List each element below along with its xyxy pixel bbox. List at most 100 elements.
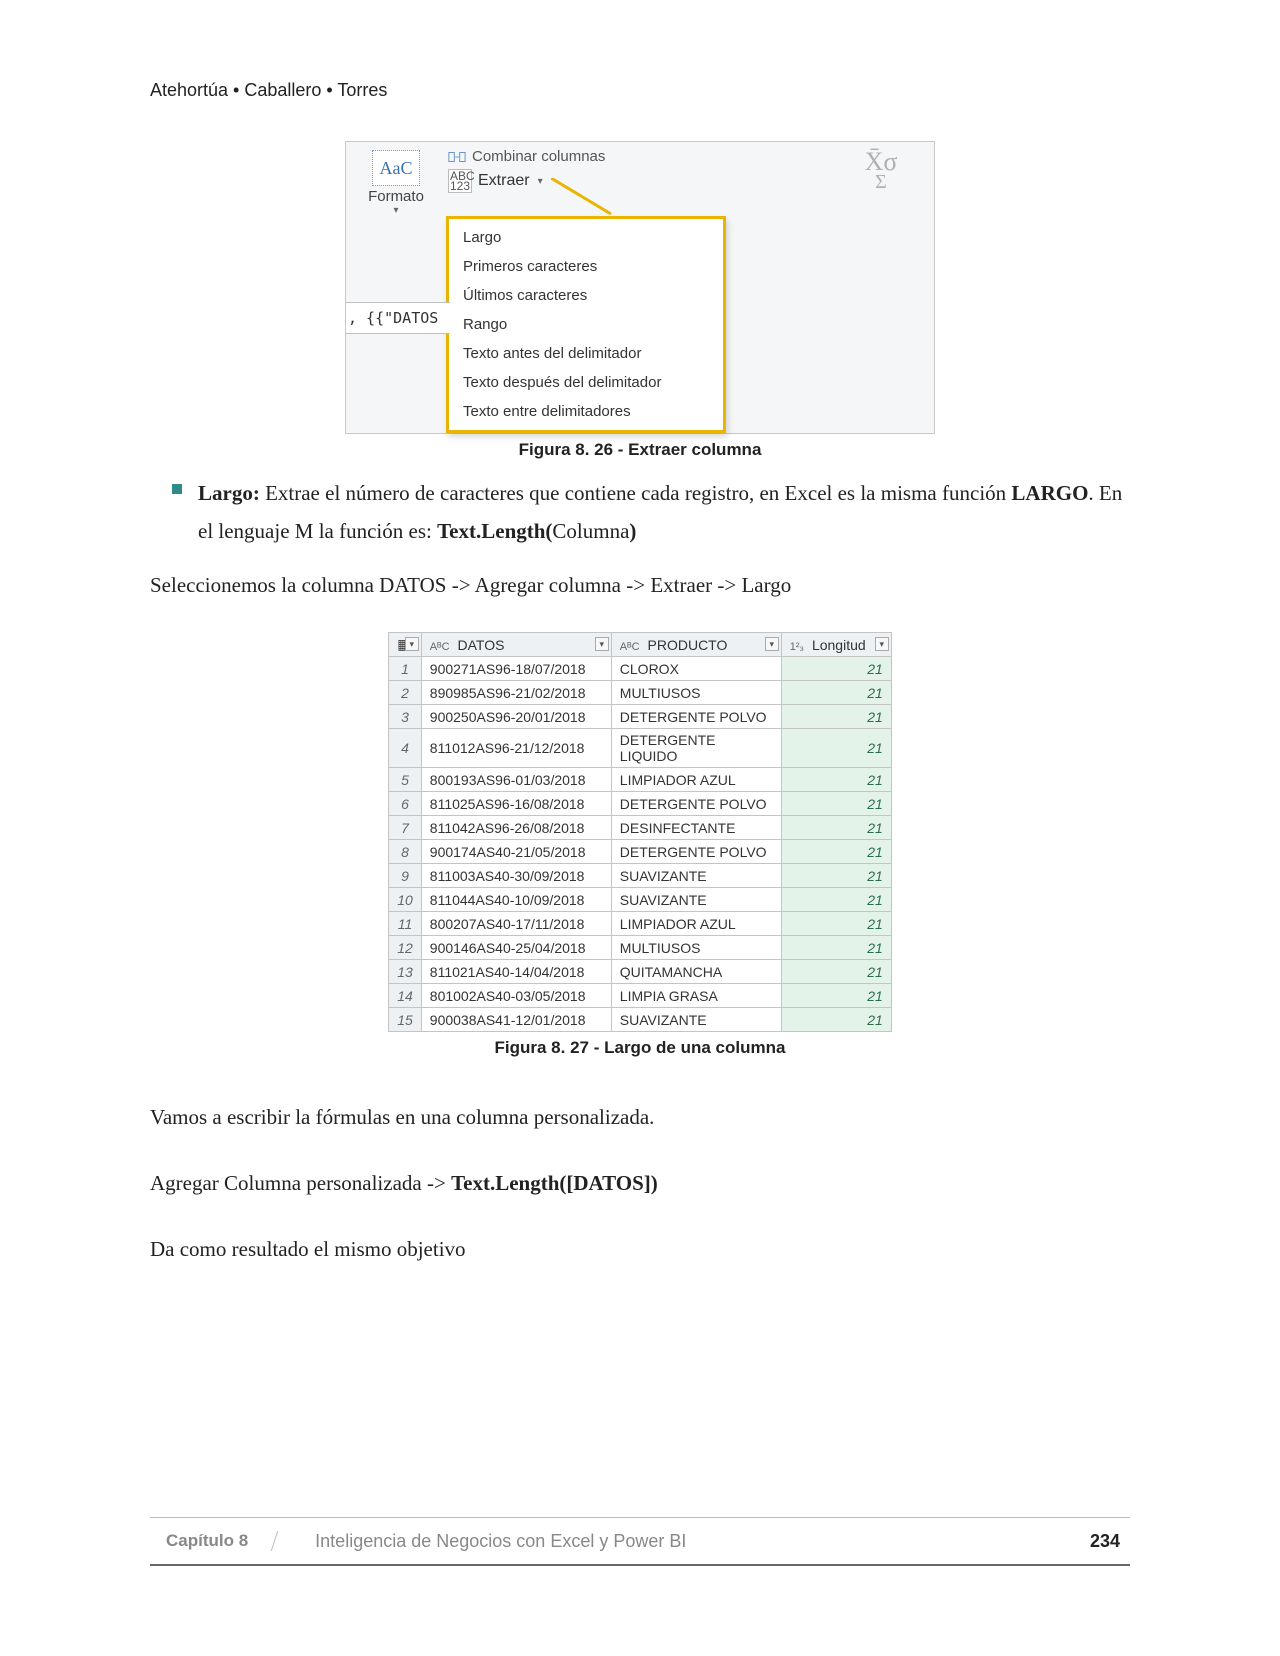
cell-producto: DETERGENTE POLVO [611,840,781,864]
extraer-dropdown-menu: LargoPrimeros caracteresÚltimos caracter… [446,216,726,433]
extraer-menu-item[interactable]: Texto después del delimitador [449,368,723,397]
extraer-menu-item[interactable]: Últimos caracteres [449,281,723,310]
abc123-icon: ABC123 [448,169,472,193]
row-number: 8 [389,840,422,864]
column-header-longitud[interactable]: 1²₃ Longitud ▾ [781,633,891,657]
table-row[interactable]: 2890985AS96-21/02/2018MULTIUSOS21 [389,681,892,705]
table-row[interactable]: 14801002AS40-03/05/2018LIMPIA GRASA21 [389,984,892,1008]
statistics-button[interactable]: X̄σ Σ [836,148,926,192]
cell-producto: SUAVIZANTE [611,864,781,888]
chevron-down-icon: ▾ [393,205,398,216]
extraer-button[interactable]: ABC123 Extraer ▾ [448,169,826,193]
formato-button[interactable]: AaC Formato ▾ [354,148,438,216]
footer-page-number: 234 [1090,1531,1130,1552]
row-number: 1 [389,657,422,681]
cell-datos: 811003AS40-30/09/2018 [421,864,611,888]
chevron-down-icon: ▾ [538,176,543,187]
cell-producto: MULTIUSOS [611,681,781,705]
chevron-down-icon[interactable]: ▾ [875,637,889,651]
cell-datos: 811012AS96-21/12/2018 [421,729,611,768]
table-row[interactable]: 9811003AS40-30/09/2018SUAVIZANTE21 [389,864,892,888]
extraer-menu-item[interactable]: Texto entre delimitadores [449,397,723,426]
column-header-producto[interactable]: AᴮC PRODUCTO ▾ [611,633,781,657]
power-query-table: ▦▾ AᴮC DATOS ▾ AᴮC PRODUCTO ▾ 1²₃ Longit… [388,632,892,1032]
cell-producto: LIMPIADOR AZUL [611,912,781,936]
row-number: 9 [389,864,422,888]
row-number: 2 [389,681,422,705]
cell-longitud: 21 [781,864,891,888]
table-row[interactable]: 5800193AS96-01/03/2018LIMPIADOR AZUL21 [389,768,892,792]
row-number: 14 [389,984,422,1008]
table-row[interactable]: 4811012AS96-21/12/2018DETERGENTE LIQUIDO… [389,729,892,768]
footer-book-title: Inteligencia de Negocios con Excel y Pow… [275,1531,1090,1552]
extraer-menu-item[interactable]: Primeros caracteres [449,252,723,281]
extraer-label: Extraer [478,172,530,190]
cell-longitud: 21 [781,840,891,864]
chevron-down-icon[interactable]: ▾ [765,637,779,651]
cell-longitud: 21 [781,705,891,729]
table-corner[interactable]: ▦▾ [389,633,422,657]
row-number: 4 [389,729,422,768]
cell-longitud: 21 [781,816,891,840]
row-number: 11 [389,912,422,936]
cell-longitud: 21 [781,912,891,936]
chevron-down-icon[interactable]: ▾ [405,637,419,651]
cell-producto: DETERGENTE LIQUIDO [611,729,781,768]
table-row[interactable]: 1900271AS96-18/07/2018CLOROX21 [389,657,892,681]
figure-8-27: ▦▾ AᴮC DATOS ▾ AᴮC PRODUCTO ▾ 1²₃ Longit… [150,632,1130,1032]
cell-producto: LIMPIA GRASA [611,984,781,1008]
row-number: 15 [389,1008,422,1032]
paragraph-select-path: Seleccionemos la columna DATOS -> Agrega… [150,566,1130,604]
bullet-largo-text: Largo: Extrae el número de caracteres qu… [198,474,1130,550]
cell-producto: DESINFECTANTE [611,816,781,840]
table-row[interactable]: 7811042AS96-26/08/2018DESINFECTANTE21 [389,816,892,840]
table-row[interactable]: 12900146AS40-25/04/2018MULTIUSOS21 [389,936,892,960]
figure-8-26: AaC Formato ▾ Combinar columnas ABC123 [150,141,1130,434]
cell-datos: 801002AS40-03/05/2018 [421,984,611,1008]
cell-datos: 811021AS40-14/04/2018 [421,960,611,984]
cell-producto: DETERGENTE POLVO [611,792,781,816]
cell-longitud: 21 [781,984,891,1008]
cell-producto: DETERGENTE POLVO [611,705,781,729]
table-row[interactable]: 10811044AS40-10/09/2018SUAVIZANTE21 [389,888,892,912]
column-header-datos[interactable]: AᴮC DATOS ▾ [421,633,611,657]
table-row[interactable]: 3900250AS96-20/01/2018DETERGENTE POLVO21 [389,705,892,729]
extraer-menu-item[interactable]: Texto antes del delimitador [449,339,723,368]
cell-longitud: 21 [781,657,891,681]
text-type-icon: AᴮC [430,641,450,653]
cell-longitud: 21 [781,1008,891,1032]
combinar-label: Combinar columnas [472,148,605,165]
cell-longitud: 21 [781,768,891,792]
table-row[interactable]: 15900038AS41-12/01/2018SUAVIZANTE21 [389,1008,892,1032]
formato-icon: AaC [372,150,420,186]
cell-producto: QUITAMANCHA [611,960,781,984]
row-number: 6 [389,792,422,816]
paragraph-result: Da como resultado el mismo objetivo [150,1230,1130,1268]
extraer-menu-item[interactable]: Rango [449,310,723,339]
row-number: 5 [389,768,422,792]
table-row[interactable]: 8900174AS40-21/05/2018DETERGENTE POLVO21 [389,840,892,864]
figure-8-26-caption: Figura 8. 26 - Extraer columna [150,440,1130,460]
row-number: 12 [389,936,422,960]
cell-longitud: 21 [781,681,891,705]
table-row[interactable]: 13811021AS40-14/04/2018QUITAMANCHA21 [389,960,892,984]
extraer-menu-item[interactable]: Largo [449,223,723,252]
figure-8-27-caption: Figura 8. 27 - Largo de una columna [150,1038,1130,1058]
formula-bar-snippet: , {{"DATOS [346,302,450,334]
table-row[interactable]: 6811025AS96-16/08/2018DETERGENTE POLVO21 [389,792,892,816]
row-number: 7 [389,816,422,840]
chevron-down-icon[interactable]: ▾ [595,637,609,651]
row-number: 10 [389,888,422,912]
number-type-icon: 1²₃ [790,641,804,653]
cell-datos: 900174AS40-21/05/2018 [421,840,611,864]
table-row[interactable]: 11800207AS40-17/11/2018LIMPIADOR AZUL21 [389,912,892,936]
cell-producto: SUAVIZANTE [611,1008,781,1032]
cell-datos: 811025AS96-16/08/2018 [421,792,611,816]
cell-longitud: 21 [781,888,891,912]
cell-datos: 811044AS40-10/09/2018 [421,888,611,912]
cell-datos: 900146AS40-25/04/2018 [421,936,611,960]
combinar-columnas-button[interactable]: Combinar columnas [448,148,826,165]
cell-producto: MULTIUSOS [611,936,781,960]
text-type-icon: AᴮC [620,641,640,653]
row-number: 13 [389,960,422,984]
